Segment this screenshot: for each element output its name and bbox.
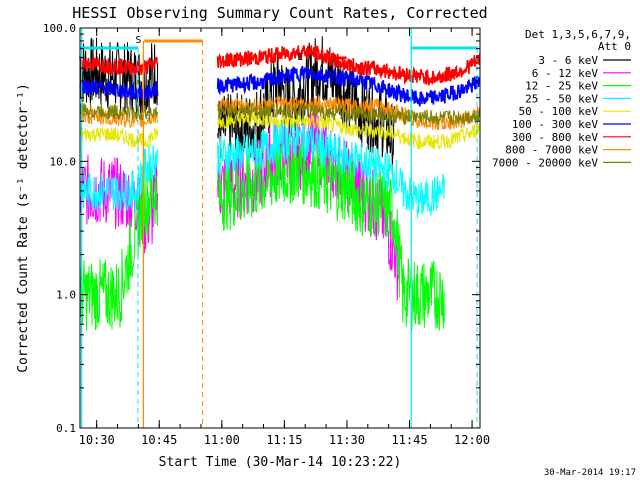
x-tick-label: 11:15 <box>266 433 302 447</box>
annotation-s: S <box>135 35 141 46</box>
y-tick-label: 10.0 <box>50 155 77 168</box>
y-axis-label: Corrected Count Rate (s⁻¹ detector⁻¹) <box>16 83 31 373</box>
y-tick-label: 1.0 <box>56 289 76 302</box>
legend-label: 6 - 12 keV <box>532 67 599 80</box>
chart-title: HESSI Observing Summary Count Rates, Cor… <box>72 4 487 22</box>
axes: 0.1 1.0 10.0 100.0 10:30 10:45 11:00 11:15 11:30… <box>43 22 490 447</box>
footer-timestamp: 30-Mar-2014 19:17 <box>544 468 636 478</box>
series-12-25-kev <box>79 133 445 332</box>
legend-label: 7000 - 20000 keV <box>492 156 598 169</box>
legend-label: 800 - 7000 keV <box>505 144 598 157</box>
series-line <box>79 102 159 121</box>
annotation-e: E <box>297 52 303 63</box>
legend-label: 300 - 800 keV <box>512 131 598 144</box>
series-line <box>79 126 159 149</box>
series-line <box>216 65 481 107</box>
x-tick-label: 11:45 <box>391 433 427 447</box>
series-line <box>217 36 395 175</box>
series-line <box>217 133 445 332</box>
legend-label: 50 - 100 keV <box>519 105 599 118</box>
legend-label: 12 - 25 keV <box>525 80 598 93</box>
series-layer <box>79 36 481 332</box>
series-line <box>79 144 159 211</box>
y-tick-label: 100.0 <box>43 22 76 35</box>
plot-frame <box>79 27 481 429</box>
series-25-50-kev <box>79 119 445 219</box>
series-line <box>79 79 159 104</box>
series-line <box>217 119 445 219</box>
x-tick-label: 11:00 <box>204 433 240 447</box>
legend-header: Att 0 <box>598 40 631 53</box>
series-line <box>79 55 159 77</box>
legend-header: Det 1,3,5,6,7,9, <box>525 28 631 41</box>
y-tick-label: 0.1 <box>56 422 76 435</box>
series-line <box>216 45 481 86</box>
series-300-800-kev <box>79 45 481 86</box>
series-100-300-kev <box>79 65 481 107</box>
x-tick-label: 10:45 <box>141 433 177 447</box>
x-axis-label: Start Time (30-Mar-14 10:23:22) <box>159 455 402 470</box>
series-line <box>79 164 159 331</box>
legend-label: 25 - 50 keV <box>525 92 598 105</box>
x-tick-label: 11:30 <box>329 433 365 447</box>
legend-label: 3 - 6 keV <box>538 54 598 67</box>
x-tick-label: 10:30 <box>79 433 115 447</box>
legend-label: 100 - 300 keV <box>512 118 598 131</box>
series-line <box>217 102 481 126</box>
series-7000-20000-kev <box>79 102 481 126</box>
x-tick-label: 12:00 <box>454 433 490 447</box>
series-line <box>217 110 481 150</box>
series-50-100-kev <box>79 110 481 150</box>
